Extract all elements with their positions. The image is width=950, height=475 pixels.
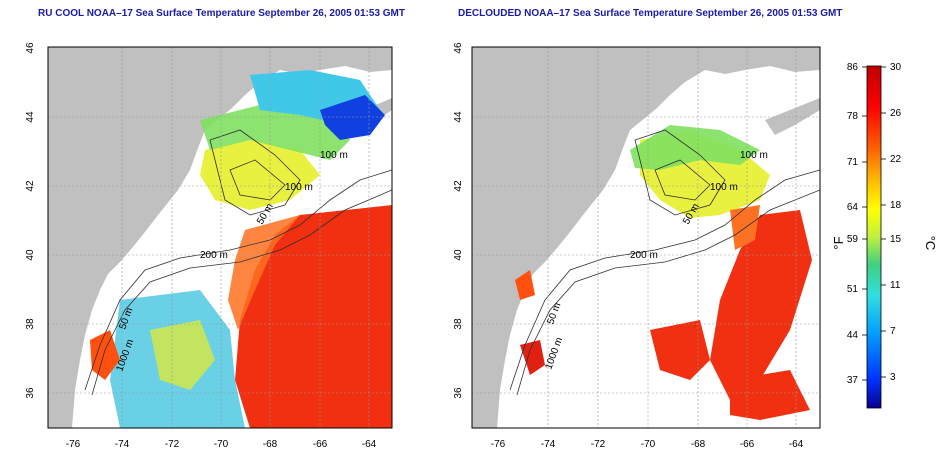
- colorbar-ticks: [862, 66, 886, 381]
- map-grid: [472, 47, 820, 428]
- bathymetry-contours: [84, 129, 392, 396]
- x-tick-label: -68: [263, 439, 278, 450]
- celsius-tick: 11: [890, 280, 901, 291]
- map-frame: [47, 46, 393, 429]
- fahrenheit-tick: 86: [847, 62, 859, 73]
- fahrenheit-tick: 71: [847, 157, 859, 168]
- bathymetry-contours: [509, 129, 820, 396]
- celsius-tick: 15: [890, 234, 902, 245]
- y-tick-label: 36: [25, 387, 36, 399]
- y-tick-label: 44: [25, 111, 36, 123]
- fahrenheit-unit-label: °F: [831, 236, 846, 249]
- sst-patch-orange-coast: [90, 330, 120, 380]
- sst-patch-yellow: [200, 140, 320, 210]
- x-tick-label: -66: [313, 439, 328, 450]
- contour-label: 200 m: [630, 250, 658, 261]
- sst-patch-orange-coast: [515, 270, 535, 300]
- x-tick-label: -64: [789, 439, 804, 450]
- sst-patch-orange: [228, 215, 300, 330]
- land-mass-nova-scotia: [765, 98, 820, 135]
- sst-patch-red-east: [730, 370, 810, 420]
- contour-label: 100 m: [320, 150, 348, 161]
- sst-patch-red-warm: [235, 205, 392, 428]
- fahrenheit-tick: 37: [847, 375, 859, 386]
- x-tick-label: -72: [591, 439, 606, 450]
- x-tick-label: -74: [115, 439, 130, 450]
- celsius-tick: 22: [890, 154, 902, 165]
- y-tick-label: 38: [25, 318, 36, 330]
- y-tick-label: 42: [25, 180, 36, 192]
- map-grid: [48, 47, 392, 428]
- fahrenheit-tick: 78: [847, 111, 859, 122]
- land-mass: [48, 47, 392, 428]
- right-panel-title: DECLOUDED NOAA–17 Sea Surface Temperatur…: [458, 8, 843, 19]
- x-axis: -76 -74 -72 -70 -68 -66 -64: [491, 439, 804, 450]
- land-mass: [472, 47, 820, 428]
- celsius-unit-label: °C: [923, 236, 938, 251]
- contour-label: 100 m: [740, 150, 768, 161]
- contour-label: 100 m: [710, 182, 738, 193]
- x-axis: -76 -74 -72 -70 -68 -66 -64: [66, 439, 377, 450]
- x-tick-label: -76: [66, 439, 81, 450]
- fahrenheit-tick: 44: [847, 330, 859, 341]
- sst-patch-red-coast: [520, 340, 545, 375]
- x-tick-label: -64: [362, 439, 377, 450]
- y-tick-label: 36: [453, 387, 464, 399]
- sst-patch-red-south: [650, 320, 710, 380]
- fahrenheit-tick: 51: [847, 284, 859, 295]
- celsius-tick: 30: [890, 62, 902, 73]
- fahrenheit-tick: 64: [847, 202, 859, 213]
- contour-label: 200 m: [200, 250, 228, 261]
- colorbar-gradient: [866, 65, 882, 409]
- temperature-colorbar: 86 78 71 64 59 51 44 37 30 26 22 18 15 1…: [831, 62, 938, 409]
- sst-patch-green: [630, 125, 760, 170]
- fahrenheit-ticks: 86 78 71 64 59 51 44 37: [847, 62, 859, 386]
- celsius-tick: 7: [890, 326, 896, 337]
- left-map: 200 m 100 m 100 m 50 m 50 m 1000 m -76 -…: [25, 42, 393, 450]
- x-tick-label: -72: [165, 439, 180, 450]
- x-tick-label: -68: [691, 439, 706, 450]
- y-tick-label: 44: [453, 111, 464, 123]
- y-tick-label: 46: [453, 42, 464, 54]
- right-map: 200 m 100 m 100 m 50 m 50 m 1000 m -76 -…: [453, 42, 821, 450]
- contour-label: 100 m: [285, 182, 313, 193]
- left-panel-title: RU COOL NOAA–17 Sea Surface Temperature …: [38, 8, 405, 19]
- y-axis: 46 44 42 40 38 36: [453, 42, 464, 399]
- y-tick-label: 38: [453, 318, 464, 330]
- y-axis: 46 44 42 40 38 36: [25, 42, 36, 399]
- celsius-ticks: 30 26 22 18 15 11 7 3: [890, 62, 902, 383]
- fahrenheit-tick: 59: [847, 234, 859, 245]
- x-tick-label: -70: [641, 439, 656, 450]
- x-tick-label: -76: [491, 439, 506, 450]
- celsius-tick: 18: [890, 200, 902, 211]
- map-frame: [471, 46, 821, 429]
- sst-patch-green: [200, 105, 350, 160]
- y-tick-label: 40: [453, 249, 464, 261]
- x-tick-label: -66: [740, 439, 755, 450]
- x-tick-label: -74: [541, 439, 556, 450]
- y-tick-label: 46: [25, 42, 36, 54]
- x-tick-label: -70: [214, 439, 229, 450]
- y-tick-label: 42: [453, 180, 464, 192]
- y-tick-label: 40: [25, 249, 36, 261]
- celsius-tick: 3: [890, 372, 896, 383]
- celsius-tick: 26: [890, 108, 902, 119]
- sst-patch-yellow-south: [150, 320, 215, 390]
- sst-patch-red-warm: [710, 210, 812, 400]
